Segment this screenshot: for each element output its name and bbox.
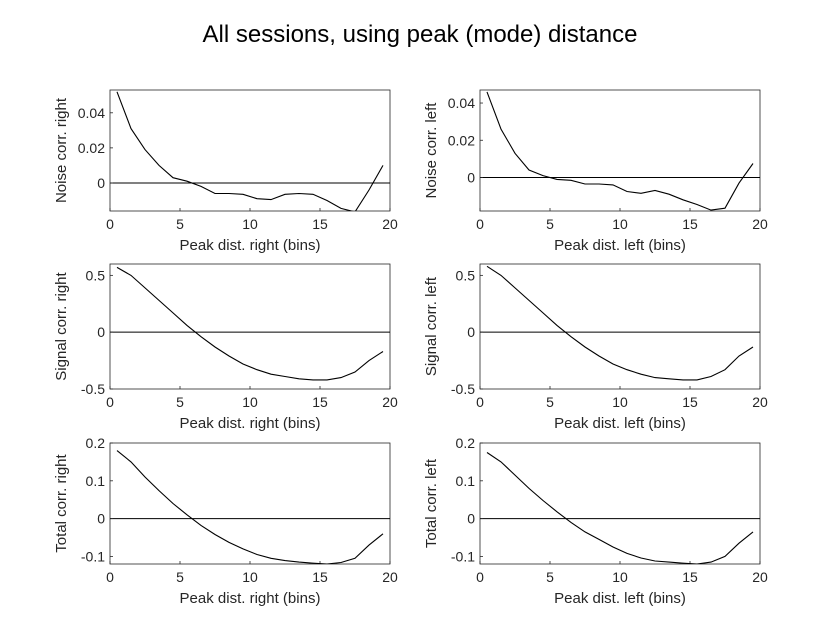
- series-line: [486, 91, 754, 211]
- x-tick-label: 20: [382, 216, 398, 232]
- plot-area: [479, 442, 761, 565]
- figure-title: All sessions, using peak (mode) distance: [203, 21, 638, 48]
- plot-area: [109, 442, 391, 565]
- x-tick-label: 5: [176, 569, 184, 585]
- x-tick-label: 0: [106, 216, 114, 232]
- y-tick-label: -0.5: [451, 381, 475, 397]
- x-tick-label: 10: [242, 569, 258, 585]
- x-tick-label: 20: [382, 569, 398, 585]
- x-tick-label: 10: [612, 216, 628, 232]
- y-axis-label: Noise corr. left: [423, 102, 440, 199]
- y-tick-label: 0.1: [86, 473, 106, 489]
- y-tick-label: 0.04: [448, 95, 475, 111]
- x-tick-label: 10: [612, 569, 628, 585]
- subplot-1: 0 5 10 15 20 0 0.02 0.04 Peak dist. right (bins)…: [53, 89, 398, 254]
- x-tick-label: 15: [312, 216, 328, 232]
- plot-area: [479, 263, 761, 390]
- y-tick-label: 0.2: [456, 435, 476, 451]
- x-tick-label: 20: [752, 216, 768, 232]
- series-line: [486, 265, 754, 381]
- series-line: [116, 266, 384, 381]
- x-tick-label: 15: [682, 216, 698, 232]
- subplot-2: 0 5 10 15 20 0 0.02 0.04 Peak dist. left (bins) N…: [423, 89, 768, 254]
- x-tick-label: 5: [176, 394, 184, 410]
- y-tick-label: 0.02: [78, 140, 105, 156]
- x-tick-label: 15: [312, 394, 328, 410]
- x-tick-label: 0: [476, 216, 484, 232]
- x-tick-label: 15: [312, 569, 328, 585]
- x-tick-label: 5: [546, 569, 554, 585]
- y-axis-label: Signal corr. left: [423, 276, 440, 376]
- x-axis-label: Peak dist. right (bins): [180, 237, 321, 254]
- x-tick-label: 0: [476, 394, 484, 410]
- y-axis-label: Total corr. right: [53, 453, 70, 552]
- x-tick-label: 15: [682, 569, 698, 585]
- plot-area: [479, 89, 761, 212]
- y-tick-label: 0.5: [456, 267, 476, 283]
- x-tick-label: 5: [546, 394, 554, 410]
- x-axis-label: Peak dist. right (bins): [180, 415, 321, 432]
- plot-area: [109, 263, 391, 390]
- y-tick-label: 0: [97, 324, 105, 340]
- series-line: [116, 450, 384, 564]
- y-tick-label: 0: [97, 511, 105, 527]
- x-axis-label: Peak dist. left (bins): [554, 237, 686, 254]
- subplots: 0 5 10 15 20 0 0.02 0.04 Peak dist. right (bins)…: [53, 89, 768, 607]
- x-tick-label: 5: [546, 216, 554, 232]
- y-tick-label: 0.1: [456, 473, 476, 489]
- x-tick-label: 15: [682, 394, 698, 410]
- y-tick-label: 0: [467, 511, 475, 527]
- y-tick-label: 0: [97, 175, 105, 191]
- y-tick-label: 0.02: [448, 132, 475, 148]
- x-axis-label: Peak dist. right (bins): [180, 590, 321, 607]
- x-tick-label: 0: [106, 569, 114, 585]
- y-tick-label: 0.2: [86, 435, 106, 451]
- x-tick-label: 20: [382, 394, 398, 410]
- y-axis-label: Noise corr. right: [53, 97, 70, 203]
- series-line: [486, 452, 754, 564]
- series-line: [116, 91, 384, 211]
- x-axis-label: Peak dist. left (bins): [554, 415, 686, 432]
- x-tick-label: 0: [476, 569, 484, 585]
- x-tick-label: 10: [242, 394, 258, 410]
- x-tick-label: 10: [242, 216, 258, 232]
- y-tick-label: -0.1: [451, 548, 475, 564]
- y-tick-label: 0.5: [86, 267, 106, 283]
- y-axis-label: Total corr. left: [423, 458, 440, 548]
- plot-area: [109, 89, 391, 212]
- x-tick-label: 20: [752, 394, 768, 410]
- y-tick-label: 0: [467, 169, 475, 185]
- y-tick-label: 0: [467, 324, 475, 340]
- y-tick-label: -0.5: [81, 381, 105, 397]
- y-tick-label: 0.04: [78, 105, 105, 121]
- x-tick-label: 20: [752, 569, 768, 585]
- y-axis-label: Signal corr. right: [53, 271, 70, 380]
- x-axis-label: Peak dist. left (bins): [554, 590, 686, 607]
- x-tick-label: 0: [106, 394, 114, 410]
- x-tick-label: 5: [176, 216, 184, 232]
- x-tick-label: 10: [612, 394, 628, 410]
- y-tick-label: -0.1: [81, 548, 105, 564]
